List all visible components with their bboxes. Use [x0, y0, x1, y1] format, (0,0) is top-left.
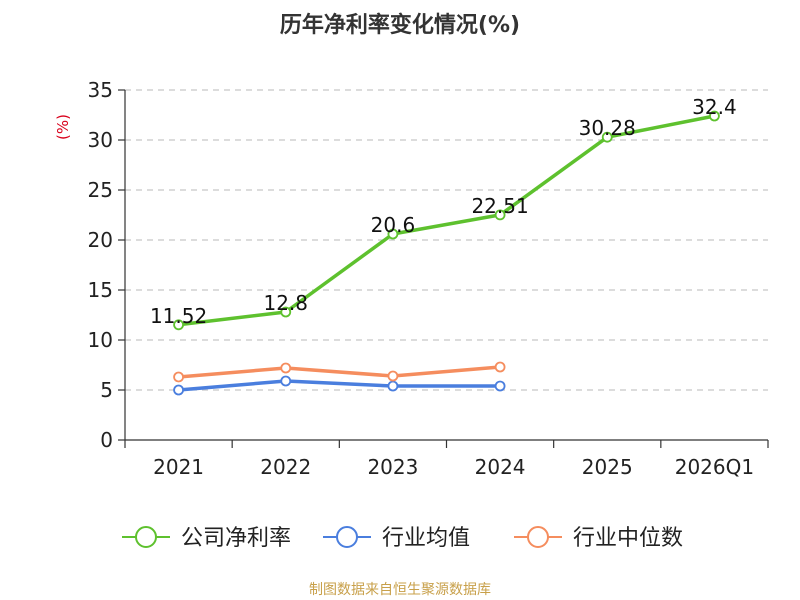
series-0-data-label-2022: 12.8 [263, 291, 308, 315]
series-2-point-2023 [387, 370, 399, 382]
y-tick-label-25: 25 [88, 178, 113, 202]
chart-title: 历年净利率变化情况(%) [280, 12, 520, 38]
legend-item-0: 公司净利率 [122, 526, 291, 551]
legend-marker-0 [135, 526, 157, 548]
legend-item-1: 行业均值 [323, 526, 470, 551]
legend-marker-2 [527, 526, 549, 548]
series-1-point-2022 [280, 375, 292, 387]
x-tick-label-2025: 2025 [582, 455, 633, 479]
series-0-point-2022 [280, 306, 292, 318]
series-0-point-2024 [494, 209, 506, 221]
y-tick-label-5: 5 [100, 378, 113, 402]
x-tick-label-2023: 2023 [367, 455, 418, 479]
x-tick-label-2022: 2022 [260, 455, 311, 479]
series-0-data-label-2021: 11.52 [150, 304, 207, 328]
y-axis-label: (%) [54, 114, 72, 140]
y-tick-label-20: 20 [88, 228, 113, 252]
x-tick-label-2026Q1: 2026Q1 [675, 455, 754, 479]
data-labels: 11.52 12.8 20.6 22.51 30.28 32.4 [150, 95, 737, 328]
series-1-line [178, 379, 501, 392]
series-lines [173, 110, 720, 396]
y-tick-label-10: 10 [88, 328, 113, 352]
series-1-point-2024 [494, 380, 506, 392]
series-0-data-label-2024: 22.51 [471, 194, 528, 218]
series-0-point-2025 [601, 131, 613, 143]
series-1-point-2021 [173, 384, 184, 396]
y-tick-label-35: 35 [88, 78, 113, 102]
legend-label-2: 行业中位数 [573, 526, 683, 551]
y-tick-label-15: 15 [88, 278, 113, 302]
series-0-data-label-2023: 20.6 [371, 213, 416, 237]
series-2-point-2024 [494, 361, 506, 373]
y-tick-label-30: 30 [88, 128, 113, 152]
series-2-point-2022 [280, 362, 292, 374]
series-0-point-2021 [173, 319, 184, 331]
series-2-line [178, 365, 501, 379]
y-tick-label-0: 0 [100, 428, 113, 452]
legend-item-2: 行业中位数 [514, 526, 683, 551]
legend: 公司净利率 行业均值 行业中位数 [122, 526, 683, 551]
legend-label-1: 行业均值 [382, 526, 470, 551]
source-note: 制图数据来自恒生聚源数据库 [309, 582, 491, 598]
series-1-point-2023 [387, 380, 399, 392]
grid-lines [125, 89, 768, 391]
x-tick-label-2021: 2021 [153, 455, 204, 479]
series-0-data-label-2026Q1: 32.4 [692, 95, 737, 119]
series-2-point-2021 [173, 371, 184, 383]
series-0-point-2026Q1 [709, 110, 720, 122]
legend-marker-1 [336, 526, 358, 548]
legend-label-0: 公司净利率 [181, 526, 291, 551]
x-tick-label-2024: 2024 [475, 455, 526, 479]
series-0-line [178, 114, 715, 327]
series-0-point-2023 [387, 228, 399, 240]
series-0-data-label-2025: 30.28 [579, 116, 636, 140]
